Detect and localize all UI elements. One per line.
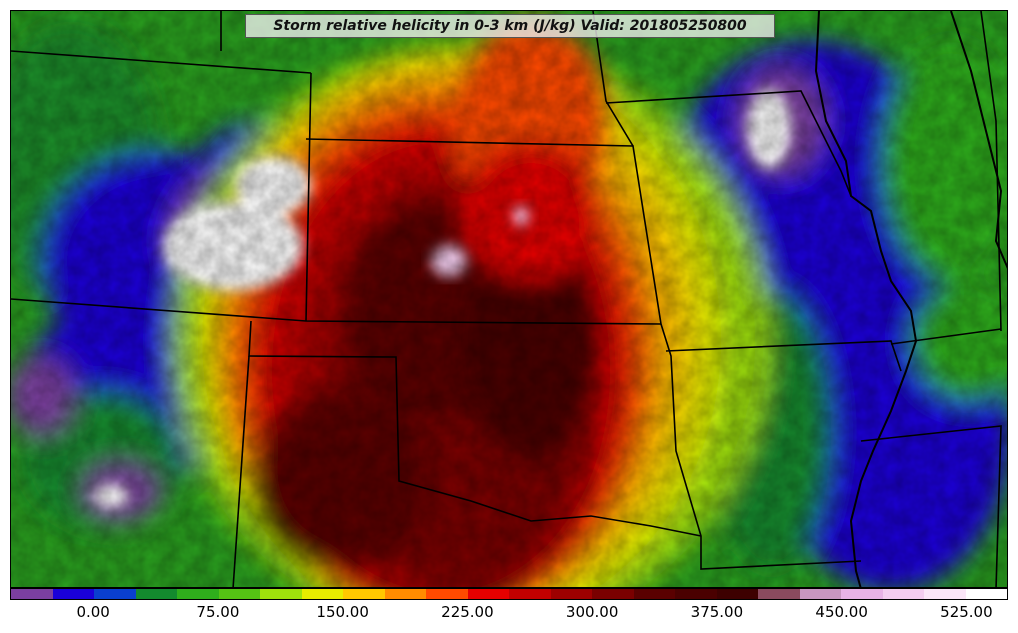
colorbar-labels: 0.00 75.00 150.00 225.00 300.00 375.00 450.00 5…: [10, 603, 1008, 625]
colorbar-swatch: [799, 589, 841, 599]
colorbar-tick-label: 450.00: [815, 603, 868, 621]
colorbar-swatch: [592, 589, 634, 599]
colorbar-swatch: [218, 589, 260, 599]
colorbar-swatch: [135, 589, 177, 599]
colorbar-swatch: [177, 589, 219, 599]
colorbar-swatch: [758, 589, 800, 599]
colorbar-swatch: [260, 589, 302, 599]
state-borders: [11, 11, 1002, 587]
colorbar-tick-label: 75.00: [196, 603, 240, 621]
colorbar-swatch: [633, 589, 675, 599]
colorbar-swatch: [675, 589, 717, 599]
river-lines: [814, 11, 1007, 587]
colorbar-swatch: [882, 589, 924, 599]
colorbar-swatch: [426, 589, 468, 599]
colorbar-swatch: [467, 589, 509, 599]
colorbar-tick-label: 375.00: [690, 603, 744, 621]
colorbar-swatch: [343, 589, 385, 599]
map-title: Storm relative helicity in 0-3 km (J/kg)…: [245, 14, 775, 38]
colorbar-swatch: [716, 589, 758, 599]
colorbar-tick-label: 150.00: [316, 603, 369, 621]
colorbar: [10, 588, 1008, 600]
helicity-map: [10, 10, 1008, 588]
colorbar-swatch: [11, 589, 53, 599]
colorbar-swatch: [841, 589, 883, 599]
colorbar-tick-label: 0.00: [76, 603, 110, 621]
colorbar-swatch: [384, 589, 426, 599]
colorbar-swatch: [509, 589, 551, 599]
colorbar-tick-label: 225.00: [441, 603, 494, 621]
colorbar-swatch: [301, 589, 343, 599]
colorbar-swatch: [52, 589, 94, 599]
colorbar-swatch: [924, 589, 966, 599]
colorbar-tick-label: 300.00: [565, 603, 619, 621]
colorbar-swatch: [550, 589, 592, 599]
helicity-field: [11, 11, 1007, 587]
colorbar-swatch: [965, 589, 1007, 599]
colorbar-swatch: [94, 589, 136, 599]
colorbar-tick-label: 525.00: [940, 603, 993, 621]
